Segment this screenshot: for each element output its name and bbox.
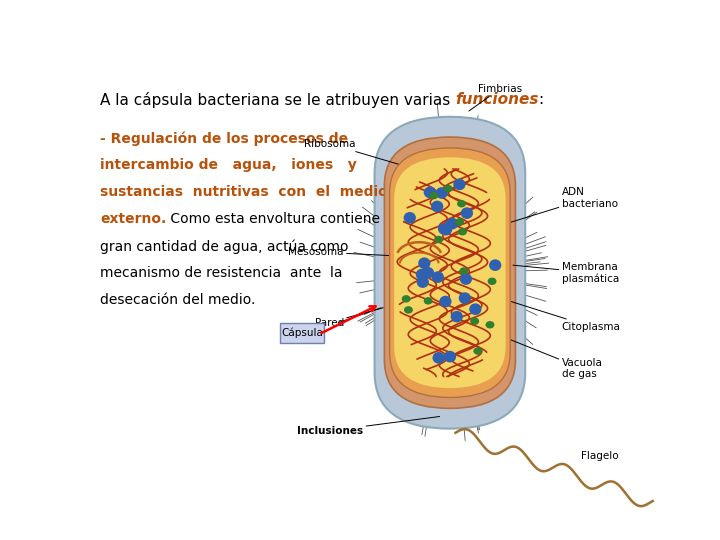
Text: Cápsula: Cápsula <box>281 328 323 338</box>
Ellipse shape <box>438 223 450 235</box>
FancyBboxPatch shape <box>374 117 526 429</box>
Ellipse shape <box>444 351 456 362</box>
FancyBboxPatch shape <box>394 157 505 388</box>
Text: Citoplasma: Citoplasma <box>511 302 621 332</box>
FancyBboxPatch shape <box>384 137 516 408</box>
Text: Inclusiones: Inclusiones <box>297 416 440 436</box>
Ellipse shape <box>432 271 444 283</box>
Ellipse shape <box>470 318 479 325</box>
Ellipse shape <box>473 347 482 355</box>
Ellipse shape <box>458 228 467 235</box>
Text: Vacuola
de gas: Vacuola de gas <box>501 336 603 379</box>
Ellipse shape <box>404 212 416 224</box>
Text: gran cantidad de agua, actúa como: gran cantidad de agua, actúa como <box>100 239 348 254</box>
Text: ADN
bacteriano: ADN bacteriano <box>502 187 618 225</box>
Ellipse shape <box>446 218 458 230</box>
Ellipse shape <box>439 296 451 307</box>
Text: - Regulación de los procesos de: - Regulación de los procesos de <box>100 131 348 146</box>
Text: intercambio de   agua,   iones   y: intercambio de agua, iones y <box>100 158 357 172</box>
Text: Flagelo: Flagelo <box>581 451 618 461</box>
Ellipse shape <box>459 292 471 304</box>
Ellipse shape <box>433 352 445 363</box>
Ellipse shape <box>417 276 429 288</box>
Text: A la cápsula bacteriana se le atribuyen varias: A la cápsula bacteriana se le atribuyen … <box>100 92 455 108</box>
Ellipse shape <box>459 267 468 275</box>
Text: :: : <box>539 92 544 107</box>
Text: Fimbrias: Fimbrias <box>469 84 522 111</box>
FancyBboxPatch shape <box>279 322 324 343</box>
Text: desecación del medio.: desecación del medio. <box>100 293 256 307</box>
Text: Ribosoma: Ribosoma <box>304 139 436 176</box>
Ellipse shape <box>455 218 464 226</box>
Text: Mesosoma: Mesosoma <box>289 247 397 257</box>
Ellipse shape <box>487 278 497 285</box>
Ellipse shape <box>461 207 473 219</box>
Ellipse shape <box>489 259 501 271</box>
Ellipse shape <box>434 236 443 243</box>
Ellipse shape <box>431 200 444 212</box>
Ellipse shape <box>404 306 413 314</box>
Ellipse shape <box>402 295 410 302</box>
Text: sustancias  nutritivas  con  el  medio: sustancias nutritivas con el medio <box>100 185 388 199</box>
Ellipse shape <box>416 269 428 280</box>
Text: Pared: Pared <box>315 308 383 328</box>
Ellipse shape <box>418 258 431 269</box>
Ellipse shape <box>423 297 433 305</box>
FancyBboxPatch shape <box>390 148 510 397</box>
Ellipse shape <box>440 224 452 235</box>
Ellipse shape <box>423 186 436 198</box>
Text: Como esta envoltura contiene: Como esta envoltura contiene <box>166 212 380 226</box>
Ellipse shape <box>485 321 495 328</box>
Text: funciones: funciones <box>455 92 539 107</box>
Ellipse shape <box>460 273 472 285</box>
Text: mecanismo de resistencia  ante  la: mecanismo de resistencia ante la <box>100 266 343 280</box>
Ellipse shape <box>451 311 463 322</box>
Ellipse shape <box>444 185 453 192</box>
Ellipse shape <box>469 303 482 315</box>
Ellipse shape <box>429 192 438 199</box>
Ellipse shape <box>457 200 466 207</box>
Ellipse shape <box>454 179 466 190</box>
Text: Membrana
plasmática: Membrana plasmática <box>513 261 618 284</box>
Ellipse shape <box>422 267 434 279</box>
Text: externo.: externo. <box>100 212 166 226</box>
Ellipse shape <box>436 187 448 199</box>
